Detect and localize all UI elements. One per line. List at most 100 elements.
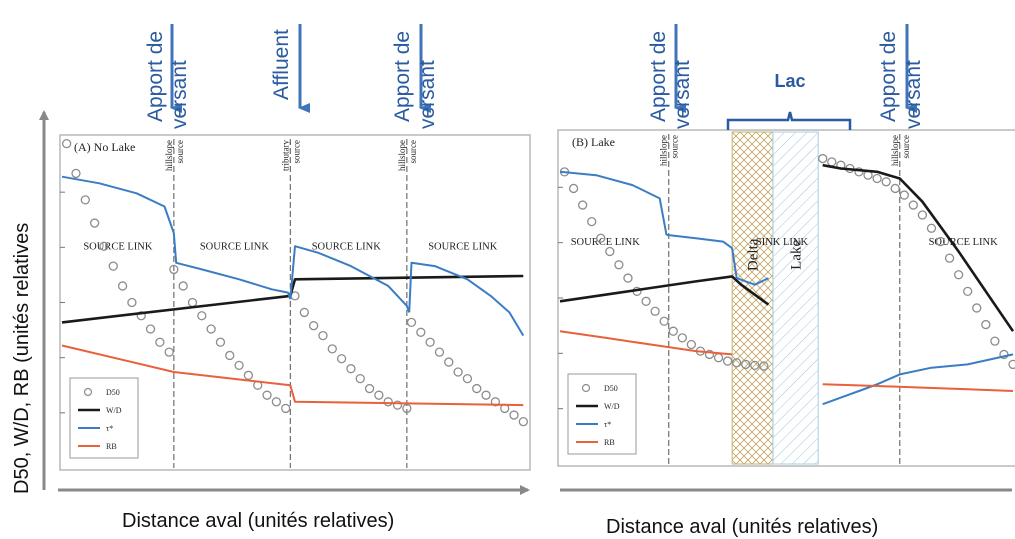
legend-marker-d50 <box>581 383 591 393</box>
d50-point <box>677 333 687 343</box>
tau-line <box>666 233 769 286</box>
d50-point <box>271 397 282 407</box>
d50-point <box>926 223 937 233</box>
legend-label: RB <box>604 438 615 447</box>
annotation-apport-4: Apport de versant <box>877 24 925 129</box>
divider-label-line1: hillslope <box>164 140 174 171</box>
d50-point <box>164 347 174 357</box>
d50-point <box>89 218 100 228</box>
divider-label-line1: hillslope <box>397 140 407 171</box>
d50-point <box>453 367 463 377</box>
y-axis-label: D50, W/D, RB (unités relatives <box>11 223 33 494</box>
d50-point <box>872 173 882 184</box>
divider-label-line2: source <box>901 135 911 159</box>
d50-point <box>383 397 393 407</box>
tau-line <box>172 232 292 300</box>
segment-label: SOURCE LINK <box>929 237 999 248</box>
wd-line <box>559 275 770 306</box>
d50-point <box>472 383 482 394</box>
segment-label: SOURCE LINK <box>428 242 498 253</box>
panel-title: (B) Lake <box>572 135 615 149</box>
legend-label: τ* <box>106 424 113 433</box>
outer-axes <box>39 110 1012 495</box>
d50-point <box>732 358 742 368</box>
d50-point <box>981 319 991 330</box>
annotation-apport-2-line2: versant <box>416 60 439 129</box>
d50-point <box>481 390 491 400</box>
rb-line <box>822 383 1014 392</box>
d50-point <box>155 337 165 347</box>
d50-point <box>722 356 733 366</box>
d50-point <box>650 306 660 316</box>
d50-point <box>80 195 90 205</box>
d50-point <box>518 417 528 427</box>
d50-point <box>908 200 918 210</box>
d50-point <box>462 373 473 384</box>
d50-point <box>243 370 254 380</box>
d50-point <box>750 360 760 371</box>
segment-label: SOURCE LINK <box>312 242 382 253</box>
d50-point <box>136 311 146 321</box>
annotation-apport-1-line1: Apport de <box>144 31 167 122</box>
legend-label: D50 <box>106 388 120 397</box>
d50-point <box>999 349 1009 360</box>
divider-label-line1: hillslope <box>659 135 669 166</box>
d50-point <box>318 330 328 341</box>
legend-label: τ* <box>604 420 611 429</box>
segment-label: SOURCE LINK <box>83 242 153 253</box>
d50-point <box>818 153 828 164</box>
annotation-apport-3-line1: Apport de <box>647 31 670 122</box>
legend-box <box>567 373 637 455</box>
d50-point <box>963 286 973 297</box>
d50-point <box>108 261 118 271</box>
annotation-lac-label: Lac <box>774 71 805 91</box>
d50-point <box>145 324 156 334</box>
d50-point <box>402 403 412 414</box>
zone-label-delta: Delta <box>746 238 762 271</box>
legend-box <box>69 377 139 459</box>
d50-point <box>416 327 426 337</box>
d50-point <box>178 281 188 291</box>
divider-label-line2: source <box>291 140 301 164</box>
d50-point <box>206 324 216 334</box>
rb-line <box>289 385 524 407</box>
d50-point <box>686 339 697 350</box>
tau-line <box>408 261 525 337</box>
d50-point <box>336 354 347 364</box>
d50-point <box>623 273 633 283</box>
annotation-apport-1-line2: versant <box>168 60 191 129</box>
annotation-affluent: Affluent <box>270 24 310 113</box>
d50-point <box>364 383 375 394</box>
d50-point <box>374 390 384 400</box>
d50-point <box>392 400 403 410</box>
d50-point <box>434 347 445 357</box>
d50-point <box>953 270 964 280</box>
d50-point <box>1008 359 1015 370</box>
d50-point <box>587 216 597 227</box>
segment-label: SOURCE LINK <box>200 242 270 253</box>
d50-point <box>659 316 669 326</box>
d50-point <box>917 210 928 220</box>
panel-title: (A) No Lake <box>74 140 135 154</box>
zone-delta <box>731 131 774 465</box>
wd-line <box>822 163 1015 332</box>
annotation-apport-3-line2: versant <box>671 60 694 129</box>
d50-point <box>578 200 588 210</box>
d50-point <box>490 397 501 407</box>
annotation-apport-3: Apport de versant <box>647 24 694 129</box>
d50-point <box>425 337 435 347</box>
x-axis-label-right: Distance aval (unités relatives) <box>606 516 878 538</box>
divider-label-line2: source <box>670 135 680 159</box>
divider-label-line1: tributary <box>280 140 290 171</box>
x-axis-label-left: Distance aval (unités relatives) <box>122 510 394 532</box>
d50-point <box>62 138 72 149</box>
panel-a: hillslope source tributary source hillslope s… <box>60 138 528 468</box>
d50-point <box>197 311 207 321</box>
d50-point <box>444 357 454 367</box>
wd-line <box>61 294 291 324</box>
d50-point <box>881 177 891 187</box>
tau-line <box>822 353 1014 406</box>
legend-marker-d50 <box>83 387 93 397</box>
d50-point <box>346 364 356 374</box>
annotation-apport-2-line1: Apport de <box>391 31 414 122</box>
